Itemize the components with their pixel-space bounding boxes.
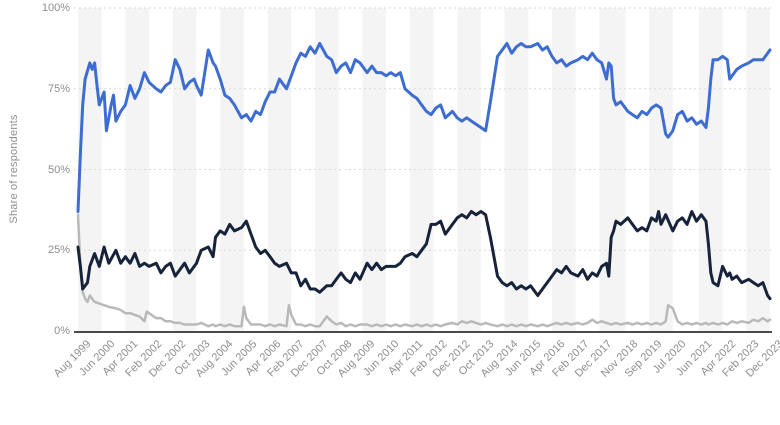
background-band <box>220 8 244 331</box>
y-tick-label: 50% <box>47 163 70 176</box>
y-tick-label: 100% <box>41 2 70 14</box>
y-tick-label: 25% <box>47 244 70 257</box>
y-tick-label: 0% <box>54 325 70 337</box>
background-band <box>599 8 626 331</box>
blue-series-line <box>76 42 772 213</box>
dark-navy-series-line <box>76 210 772 301</box>
y-tick-label: 75% <box>47 82 70 95</box>
gray-series-line <box>76 213 772 328</box>
